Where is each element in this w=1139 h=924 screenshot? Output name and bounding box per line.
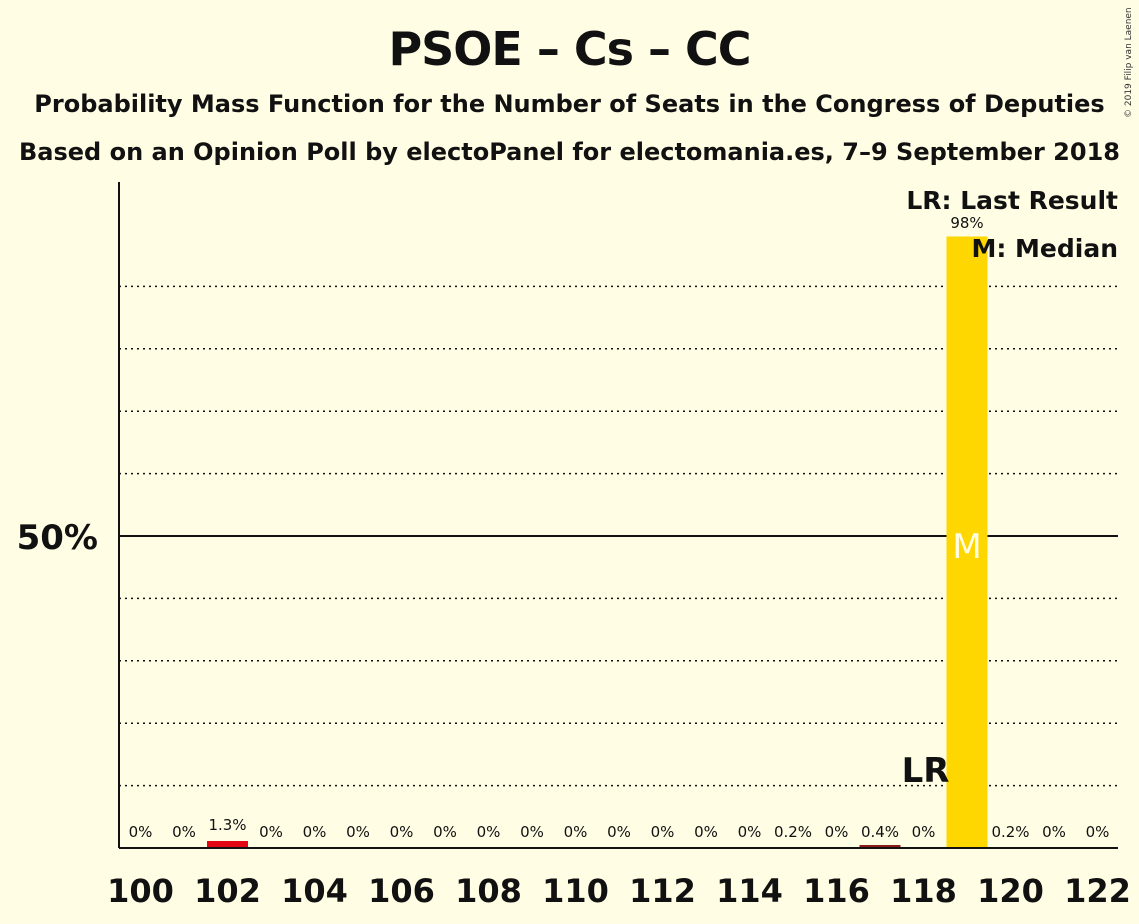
bar-label-108: 0% bbox=[477, 823, 501, 841]
chart-subtitle: Probability Mass Function for the Number… bbox=[34, 90, 1105, 118]
bar-label-115: 0.2% bbox=[774, 823, 812, 841]
bar-label-116: 0% bbox=[825, 823, 849, 841]
bar-label-119: 98% bbox=[950, 214, 983, 232]
chart-source: Based on an Opinion Poll by electoPanel … bbox=[19, 138, 1120, 166]
bar-label-114: 0% bbox=[738, 823, 762, 841]
x-tick-label-112: 112 bbox=[629, 872, 696, 910]
bar-102 bbox=[207, 841, 248, 848]
bar-label-118: 0% bbox=[912, 823, 936, 841]
x-tick-label-120: 120 bbox=[977, 872, 1044, 910]
x-tick-label-114: 114 bbox=[716, 872, 783, 910]
bar-label-107: 0% bbox=[433, 823, 457, 841]
x-tick-label-116: 116 bbox=[803, 872, 870, 910]
bar-label-109: 0% bbox=[520, 823, 544, 841]
bar-label-106: 0% bbox=[390, 823, 414, 841]
x-tick-label-110: 110 bbox=[542, 872, 609, 910]
bar-label-117: 0.4% bbox=[861, 823, 899, 841]
x-tick-label-100: 100 bbox=[107, 872, 174, 910]
y-axis: 50% bbox=[17, 182, 1118, 849]
bar-label-105: 0% bbox=[346, 823, 370, 841]
bar-label-120: 0.2% bbox=[991, 823, 1029, 841]
median-marker: M bbox=[952, 527, 981, 567]
bar-label-113: 0% bbox=[694, 823, 718, 841]
x-tick-label-104: 104 bbox=[281, 872, 348, 910]
legend-last-result: LR: Last Result bbox=[906, 186, 1118, 215]
bar-label-111: 0% bbox=[607, 823, 631, 841]
bar-label-104: 0% bbox=[303, 823, 327, 841]
bar-label-122: 0% bbox=[1086, 823, 1110, 841]
bar-label-103: 0% bbox=[259, 823, 283, 841]
x-tick-label-122: 122 bbox=[1064, 872, 1131, 910]
x-tick-label-102: 102 bbox=[194, 872, 261, 910]
last-result-marker: LR bbox=[902, 751, 950, 791]
bar-119 bbox=[946, 236, 988, 849]
x-axis-ticks: 100 102 104 106 108 110 112 114 116 118 120 122 bbox=[107, 872, 1131, 910]
x-tick-label-106: 106 bbox=[368, 872, 435, 910]
bar-label-102: 1.3% bbox=[208, 816, 246, 834]
legend-median: M: Median bbox=[971, 234, 1118, 263]
bar-labels: 0% 0% 1.3% 0% 0% 0% 0% 0% 0% 0% 0% 0% 0% 0% 0% 0.2% 0% 0.… bbox=[129, 214, 1110, 841]
bar-label-121: 0% bbox=[1042, 823, 1066, 841]
bars bbox=[207, 236, 988, 849]
bar-label-112: 0% bbox=[651, 823, 675, 841]
bar-label-100: 0% bbox=[129, 823, 153, 841]
bar-label-101: 0% bbox=[172, 823, 196, 841]
chart-title: PSOE – Cs – CC bbox=[388, 22, 751, 76]
x-tick-label-118: 118 bbox=[890, 872, 957, 910]
bar-label-110: 0% bbox=[564, 823, 588, 841]
bar-117 bbox=[859, 845, 901, 848]
y-tick-label-50: 50% bbox=[17, 518, 98, 558]
x-tick-label-108: 108 bbox=[455, 872, 522, 910]
